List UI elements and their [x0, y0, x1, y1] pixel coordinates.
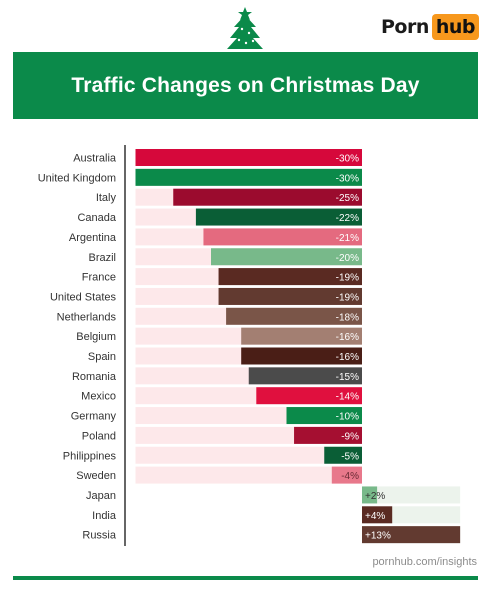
value-label: -22%: [336, 213, 359, 224]
bar: [218, 268, 362, 286]
value-label: -21%: [336, 233, 359, 244]
bar: [135, 168, 362, 186]
category-label: France: [82, 272, 116, 284]
value-label: -9%: [341, 431, 359, 442]
category-label: Mexico: [81, 391, 116, 403]
category-label: Canada: [77, 212, 116, 224]
value-label: -10%: [336, 412, 359, 423]
category-label: United States: [50, 291, 117, 303]
bar-track: [135, 466, 362, 484]
bar: [324, 446, 362, 464]
bar: [218, 287, 362, 305]
bar: [286, 407, 362, 425]
category-label: Japan: [86, 490, 116, 502]
bar-track: [362, 486, 461, 504]
pornhub-logo[interactable]: Porn hub: [381, 13, 479, 41]
bar: [294, 426, 362, 444]
bar: [362, 526, 461, 544]
category-label: Argentina: [69, 232, 117, 244]
bar: [362, 506, 393, 524]
category-label: India: [92, 510, 117, 522]
bottom-rule: [13, 576, 478, 580]
category-label: Sweden: [76, 470, 116, 482]
value-label: -5%: [341, 451, 359, 462]
value-label: -20%: [336, 253, 359, 264]
value-label: +2%: [365, 491, 385, 502]
value-label: +13%: [365, 531, 391, 542]
logo-text-porn: Porn: [380, 16, 429, 38]
bar: [241, 347, 362, 365]
category-label: Russia: [82, 530, 117, 542]
category-label: Brazil: [88, 252, 116, 264]
bar: [203, 228, 362, 246]
value-label: -25%: [336, 193, 359, 204]
category-label: Australia: [73, 153, 117, 165]
bar: [211, 248, 362, 266]
value-label: -19%: [336, 292, 359, 303]
value-label: -4%: [341, 471, 359, 482]
category-label: Netherlands: [57, 311, 117, 323]
bar: [362, 486, 378, 504]
value-label: -18%: [336, 312, 359, 323]
category-label: Romania: [72, 371, 117, 383]
category-label: Italy: [96, 192, 117, 204]
value-label: -15%: [336, 372, 359, 383]
bar-track: [135, 446, 362, 464]
category-label: Germany: [71, 411, 117, 423]
category-label: United Kingdom: [38, 172, 116, 184]
value-label: +4%: [365, 511, 385, 522]
christmas-tree-icon: [225, 5, 265, 54]
bar: [241, 327, 362, 345]
value-label: -16%: [336, 352, 359, 363]
value-label: -16%: [336, 332, 359, 343]
bar-chart: Australia -30% United Kingdom -30% Italy -25%…: [38, 145, 461, 546]
bar: [195, 208, 362, 226]
value-label: -30%: [336, 173, 359, 184]
bar: [248, 367, 362, 385]
category-label: Spain: [88, 351, 116, 363]
bar: [173, 188, 362, 206]
bar: [135, 149, 362, 166]
page-title: Traffic Changes on Christmas Day: [71, 73, 420, 97]
bar: [256, 387, 362, 405]
source-credit: pornhub.com/insights: [372, 556, 477, 568]
value-label: -19%: [336, 273, 359, 284]
value-label: -14%: [336, 392, 359, 403]
category-label: Belgium: [76, 331, 116, 343]
category-label: Philippines: [63, 450, 117, 462]
category-label: Poland: [82, 430, 116, 442]
value-label: -30%: [336, 154, 359, 165]
bar: [226, 307, 362, 325]
bar: [331, 466, 362, 484]
title-banner: Traffic Changes on Christmas Day: [13, 52, 478, 119]
logo-text-hub: hub: [431, 14, 479, 40]
